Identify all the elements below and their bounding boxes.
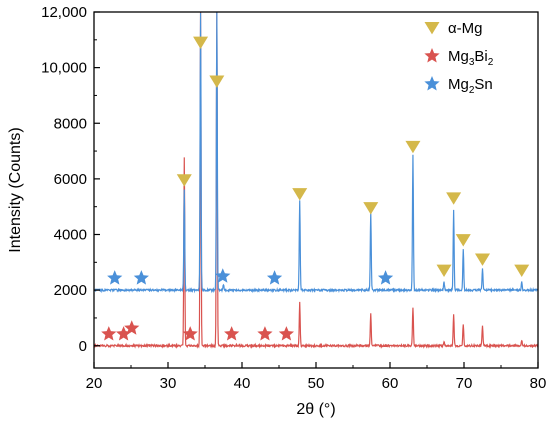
star-marker	[133, 270, 149, 285]
star-marker	[124, 320, 140, 335]
axes: 20 30 40 50 60 70 80 0 2000 4000 6000 8000 10,000 12,…	[41, 4, 546, 392]
x-tick-label: 70	[456, 375, 473, 392]
star-marker	[377, 270, 394, 285]
x-tick-label: 60	[382, 375, 399, 392]
triangle-marker	[292, 188, 308, 201]
series-line-0	[94, 12, 538, 350]
star-marker	[115, 326, 132, 341]
star-marker	[278, 326, 295, 341]
x-tick-label: 80	[530, 375, 547, 392]
star-marker	[182, 326, 198, 341]
star-marker	[107, 270, 123, 285]
star-marker	[266, 270, 283, 285]
legend: α-Mg Mg3Bi2 Mg2Sn	[424, 20, 494, 96]
y-axis-label: Intensity (Counts)	[7, 127, 24, 252]
x-tick-label: 20	[86, 375, 103, 392]
star-legend-icon	[424, 48, 440, 63]
legend-label: Mg2Sn	[448, 76, 493, 96]
x-axis-label: 2θ (°)	[296, 401, 335, 418]
star-marker	[215, 268, 231, 283]
triangle-marker	[446, 192, 462, 205]
y-tick-label: 2000	[54, 282, 87, 299]
triangle-marker	[405, 140, 421, 154]
y-tick-label: 0	[79, 338, 87, 355]
triangle-marker	[193, 36, 209, 49]
x-tick-label: 50	[308, 375, 325, 392]
legend-label: α-Mg	[448, 20, 483, 37]
y-tick-label: 4000	[54, 227, 87, 244]
plot-area	[94, 12, 538, 350]
legend-label: Mg3Bi2	[448, 48, 494, 68]
triangle-marker	[514, 264, 530, 278]
y-tick-label: 8000	[54, 115, 87, 132]
markers	[101, 36, 530, 341]
triangle-marker	[363, 202, 379, 215]
x-tick-label: 40	[234, 375, 251, 392]
star-marker	[101, 326, 117, 341]
x-tick-label: 30	[160, 375, 177, 392]
series-line-1	[94, 12, 538, 294]
star-marker	[257, 326, 273, 341]
y-tick-label: 12,000	[41, 4, 87, 21]
star-legend-icon	[424, 76, 440, 91]
star-marker	[224, 326, 240, 341]
y-tick-label: 10,000	[41, 60, 87, 77]
triangle-marker	[209, 75, 225, 88]
triangle-marker	[176, 174, 192, 187]
triangle-marker	[475, 253, 490, 266]
triangle-marker	[455, 234, 471, 247]
triangle-marker	[436, 264, 452, 278]
y-tick-label: 6000	[54, 171, 87, 188]
triangle-legend-icon	[424, 22, 440, 35]
